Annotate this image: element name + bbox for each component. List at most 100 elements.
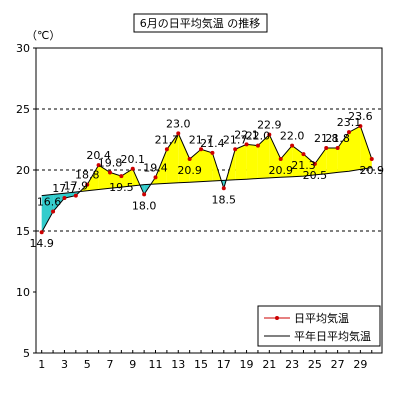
data-label: 16.6 — [37, 195, 62, 208]
data-label: 20.4 — [86, 149, 111, 162]
daily-temperature-point — [346, 130, 351, 135]
daily-temperature-point — [221, 186, 226, 191]
legend-box — [257, 305, 381, 347]
daily-temperature-point — [267, 132, 272, 137]
fill-above-normal — [201, 149, 213, 182]
daily-temperature-point — [324, 146, 329, 151]
data-label: 18.8 — [75, 169, 100, 182]
daily-temperature-point — [278, 157, 283, 162]
fill-above-normal — [246, 144, 258, 180]
fill-above-normal — [292, 145, 304, 177]
daily-temperature-point — [210, 150, 215, 155]
daily-temperature-point — [369, 157, 374, 162]
normal-temperature-line — [41, 167, 372, 197]
daily-temperature-point — [142, 192, 147, 197]
data-label: 20.9 — [268, 164, 293, 177]
fill-above-normal — [257, 134, 270, 179]
x-tick-label: 11 — [149, 358, 163, 371]
x-tick-label: 21 — [262, 358, 276, 371]
fill-above-normal — [303, 154, 315, 177]
daily-temperature-point — [244, 142, 249, 147]
daily-temperature-point — [176, 131, 181, 136]
data-label: 22.0 — [280, 130, 305, 143]
fill-above-normal — [155, 149, 167, 184]
data-label: 21.7 — [155, 133, 180, 146]
normal-series-layer — [41, 167, 372, 197]
data-label: 20.9 — [177, 164, 202, 177]
x-tick-label: 17 — [217, 358, 231, 371]
y-tick-label: 30 — [16, 42, 30, 55]
x-tick-label: 29 — [353, 358, 367, 371]
fill-above-normal — [98, 165, 110, 190]
daily-temperature-point — [62, 196, 67, 201]
daily-temperature-point — [358, 124, 363, 129]
data-label-layer: 14.9 16.617.717.918.8 20.419.8 19.5 20.1 18.0… — [29, 110, 384, 250]
daily-temperature-point — [290, 143, 295, 148]
data-label: 19.4 — [143, 161, 168, 174]
daily-temperature-point — [130, 166, 135, 171]
data-label: 23.1 — [337, 116, 362, 129]
fill-above-normal — [121, 168, 133, 188]
fill-below-normal — [53, 193, 65, 212]
daily-temperature-point — [233, 147, 238, 152]
daily-temperature-point — [312, 161, 317, 166]
fill-above-normal — [178, 133, 190, 183]
data-label: 21.3 — [291, 159, 316, 172]
legend-marker-actual — [275, 316, 279, 320]
fill-above-normal — [337, 132, 349, 173]
fill-above-normal — [189, 149, 201, 183]
y-tick-label: 10 — [16, 286, 30, 299]
data-label: 23.6 — [348, 110, 373, 123]
daily-temperature-point — [153, 175, 158, 180]
x-tick-label: 1 — [38, 358, 45, 371]
x-tick-label: 7 — [106, 358, 113, 371]
fill-above-normal — [360, 126, 372, 170]
fill-above-normal — [314, 148, 327, 175]
fill-above-normal — [87, 165, 99, 191]
data-label: 21.8 — [325, 132, 350, 145]
x-tick-label: 13 — [171, 358, 185, 371]
daily-temperature-point — [335, 146, 340, 151]
data-label: 18.5 — [212, 193, 237, 206]
data-label: 22.0 — [246, 130, 271, 143]
daily-temperature-point — [73, 193, 78, 198]
chart-title: 6月の日平均気温 の推移 — [140, 16, 261, 30]
x-tick-label: 19 — [240, 358, 254, 371]
plot-frame — [35, 47, 383, 354]
y-tick-label: 20 — [16, 164, 30, 177]
daily-temperature-line — [41, 125, 373, 233]
data-label: 21.7 — [223, 133, 248, 146]
fill-below-normal — [64, 192, 76, 199]
y-tick-label: 15 — [16, 225, 30, 238]
x-tick-label: 5 — [84, 358, 91, 371]
daily-temperature-point — [85, 182, 90, 187]
data-label: 19.5 — [109, 181, 134, 194]
x-tick-label: 25 — [308, 358, 322, 371]
fill-above-normal — [235, 144, 247, 180]
data-label: 17.7 — [52, 182, 77, 195]
data-label: 21.4 — [200, 137, 225, 150]
daily-temperature-point — [96, 163, 101, 168]
daily-temperature-point — [301, 152, 306, 157]
fill-above-normal — [269, 134, 281, 178]
fill-above-normal — [110, 172, 122, 189]
x-tick-label: 15 — [194, 358, 208, 371]
data-label: 20.9 — [360, 164, 385, 177]
daily-temperature-point — [164, 147, 169, 152]
y-tick-label: 5 — [23, 347, 30, 360]
daily-temperature-point — [187, 157, 192, 162]
x-tick-label: 9 — [129, 358, 136, 371]
data-label: 21.8 — [314, 132, 339, 145]
legend: 日平均気温 平年日平均気温 — [257, 305, 381, 347]
daily-temperature-point — [51, 209, 56, 214]
daily-temperature-point — [255, 143, 260, 148]
data-label: 21.7 — [189, 133, 214, 146]
x-tick-label: 3 — [61, 358, 68, 371]
fill-above-normal — [349, 126, 361, 172]
x-tick-label: 23 — [285, 358, 299, 371]
daily-temperature-point — [199, 147, 204, 152]
unit-label: （℃） — [26, 29, 60, 42]
fill-below-normal — [41, 194, 54, 233]
